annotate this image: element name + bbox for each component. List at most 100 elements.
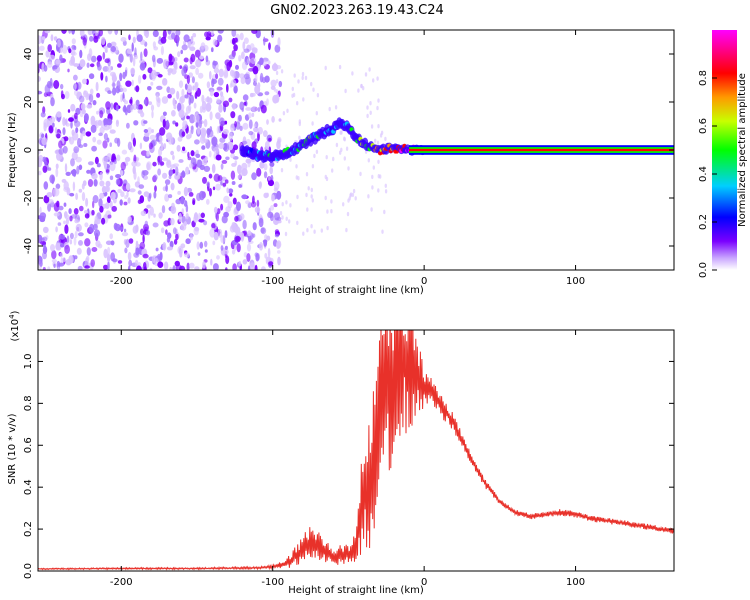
noise-speckle (238, 114, 242, 122)
noise-speckle (180, 49, 183, 55)
noise-speckle (245, 200, 250, 205)
noise-speckle (120, 191, 125, 198)
snr-frame (37, 329, 675, 572)
noise-speckle (40, 111, 46, 118)
noise-speckle (92, 100, 97, 106)
spectrogram-x-axis-label: Height of straight line (km) (288, 285, 424, 296)
noise-speckle (218, 68, 224, 78)
noise-speckle (217, 77, 224, 86)
noise-speckle (51, 175, 55, 185)
noise-speckle (259, 57, 264, 66)
noise-speckle (205, 102, 212, 112)
noise-speckle (383, 209, 386, 215)
noise-speckle (166, 160, 171, 166)
noise-speckle (169, 240, 174, 248)
noise-speckle (94, 30, 99, 36)
noise-speckle (181, 131, 186, 137)
noise-speckle (45, 50, 50, 58)
noise-speckle (76, 165, 80, 175)
noise-speckle (143, 129, 149, 133)
noise-speckle (79, 205, 84, 212)
noise-speckle (106, 196, 111, 204)
noise-speckle (175, 264, 182, 270)
noise-speckle (334, 105, 338, 110)
noise-speckle (203, 220, 208, 226)
noise-speckle (83, 113, 89, 123)
noise-speckle (230, 153, 236, 159)
noise-speckle (119, 199, 123, 206)
noise-speckle (208, 173, 213, 179)
noise-speckle (175, 198, 182, 205)
noise-speckle (96, 92, 101, 98)
noise-speckle (110, 41, 117, 47)
noise-speckle (254, 264, 258, 270)
noise-speckle (163, 261, 169, 270)
noise-speckle (280, 69, 284, 74)
noise-speckle (257, 107, 261, 112)
noise-speckle (208, 150, 212, 158)
noise-speckle (175, 233, 179, 241)
noise-speckle (201, 107, 206, 113)
noise-speckle (224, 179, 229, 184)
noise-speckle (89, 223, 95, 233)
noise-speckle (99, 192, 105, 199)
noise-speckle (133, 154, 137, 164)
noise-speckle (253, 123, 257, 128)
noise-speckle (297, 176, 300, 181)
noise-speckle (229, 192, 233, 197)
noise-speckle (177, 190, 181, 195)
noise-speckle (104, 58, 110, 63)
noise-speckle (112, 258, 118, 263)
noise-speckle (374, 138, 377, 143)
noise-speckle (301, 75, 304, 81)
noise-speckle (170, 150, 175, 156)
noise-speckle (71, 38, 76, 45)
noise-speckle (254, 252, 259, 258)
noise-speckle (157, 74, 163, 78)
noise-speckle (109, 175, 114, 181)
noise-speckle (143, 48, 148, 57)
noise-speckle (268, 42, 271, 51)
noise-speckle (241, 51, 245, 60)
noise-speckle (62, 117, 66, 127)
noise-speckle (160, 161, 165, 166)
noise-speckle (176, 90, 180, 100)
noise-speckle (137, 176, 140, 184)
noise-speckle (199, 55, 204, 60)
noise-speckle (180, 149, 187, 154)
noise-speckle (243, 252, 248, 258)
noise-speckle (243, 48, 250, 53)
noise-speckle (233, 44, 238, 52)
snr-x-tick-label: -200 (110, 577, 133, 588)
noise-speckle (307, 186, 310, 191)
noise-speckle (68, 255, 74, 264)
noise-speckle (203, 138, 208, 143)
noise-speckle (99, 126, 105, 134)
noise-speckle (120, 94, 123, 103)
noise-speckle (191, 125, 194, 135)
noise-speckle (105, 185, 111, 192)
noise-speckle (281, 215, 284, 220)
noise-speckle (357, 88, 360, 93)
noise-speckle (225, 206, 231, 213)
noise-speckle (133, 252, 140, 258)
noise-speckle (149, 206, 154, 216)
noise-speckle (155, 247, 159, 252)
noise-speckle (296, 220, 299, 226)
noise-speckle (367, 158, 370, 163)
noise-speckle (343, 156, 346, 161)
noise-speckle (339, 150, 342, 155)
noise-speckle (147, 67, 153, 74)
noise-speckle (78, 164, 83, 171)
noise-speckle (245, 107, 252, 111)
noise-speckle (168, 53, 173, 62)
noise-speckle (39, 215, 46, 222)
noise-speckle (204, 31, 210, 38)
noise-speckle (249, 262, 255, 270)
noise-speckle (218, 142, 225, 149)
noise-speckle (212, 60, 217, 70)
noise-speckle (64, 91, 70, 99)
noise-speckle (155, 94, 159, 102)
